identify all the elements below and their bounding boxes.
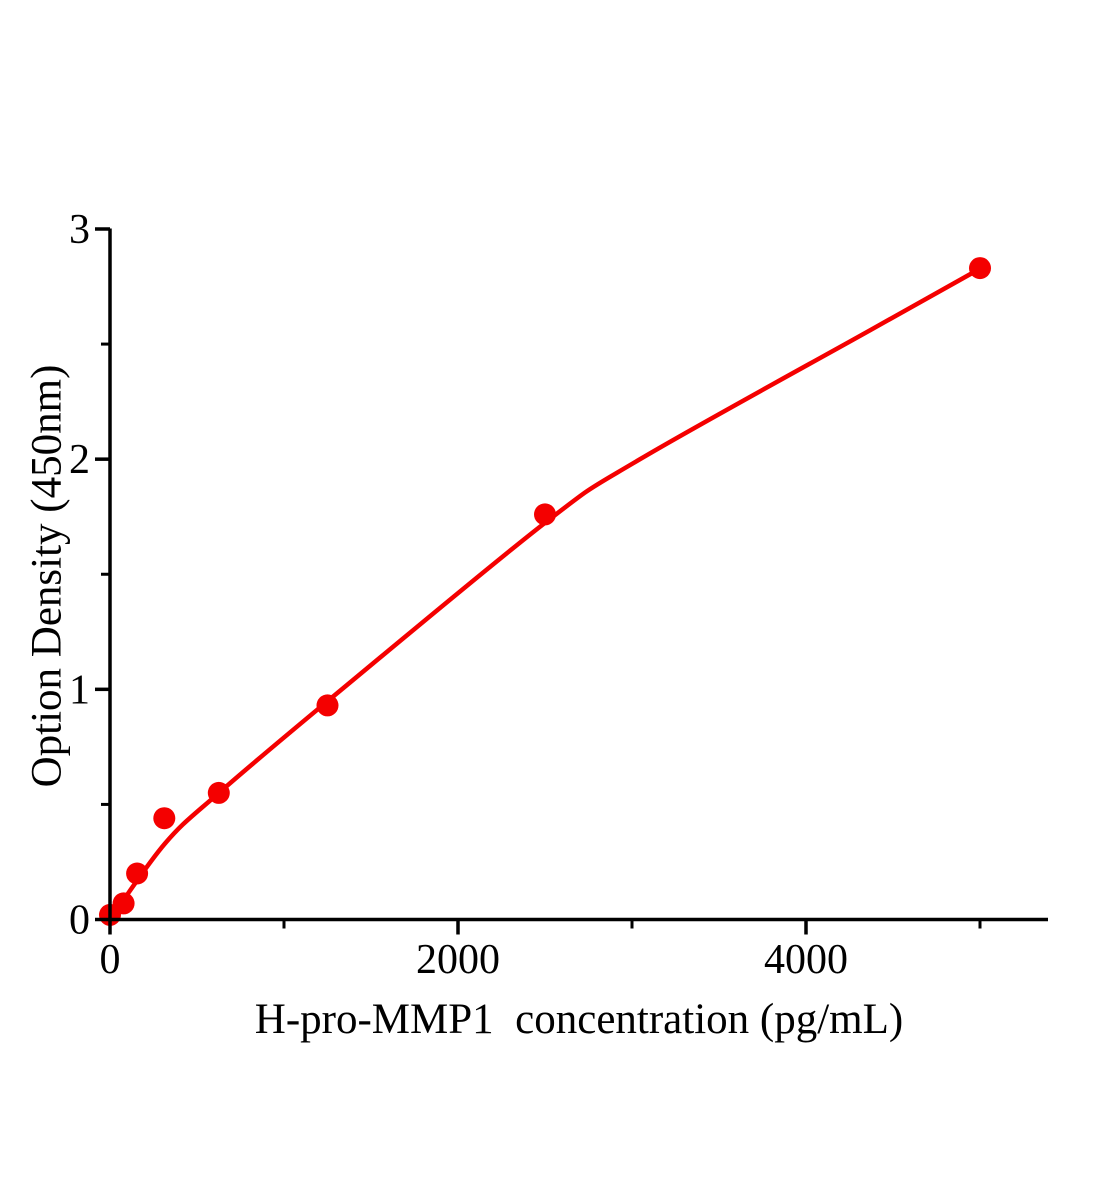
data-point xyxy=(534,503,556,526)
y-tick-label: 3 xyxy=(69,207,90,253)
y-axis-title: Option Density (450nm) xyxy=(23,364,71,788)
data-point xyxy=(112,892,135,915)
y-tick-label: 0 xyxy=(69,898,90,944)
x-tick-label: 4000 xyxy=(764,937,848,983)
data-point xyxy=(316,694,339,717)
x-axis-title: H-pro-MMP1 concentration (pg/mL) xyxy=(254,996,904,1043)
x-tick-label: 0 xyxy=(100,937,121,983)
data-point xyxy=(207,781,230,804)
y-tick-label: 2 xyxy=(69,437,90,483)
y-tick-label: 1 xyxy=(69,667,90,713)
fit-curve-line xyxy=(107,268,980,922)
data-point xyxy=(126,862,149,885)
x-tick-label: 2000 xyxy=(416,937,500,983)
data-point xyxy=(153,807,176,830)
data-point xyxy=(969,257,991,280)
